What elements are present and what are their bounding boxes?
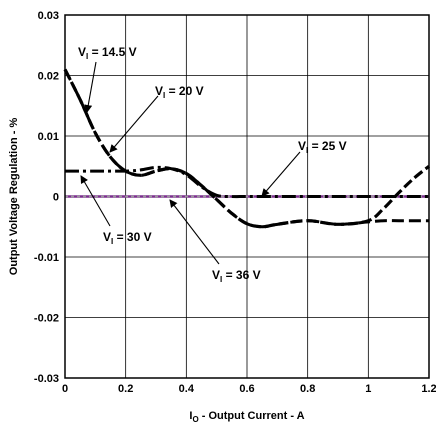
annotation-arrow [261,151,301,197]
y-tick-label: 0.01 [38,131,59,143]
x-tick-label: 0 [62,383,68,395]
annotation-arrow [84,61,97,113]
x-axis-label: IO - Output Current - A [189,410,304,424]
x-axis-label-rest: - Output Current - A [199,410,305,422]
series-line-vi-20-v [63,68,429,229]
y-tick-label: -0.01 [34,252,59,264]
x-tick-label: 1 [365,383,371,395]
x-tick-label: 0.8 [300,383,315,395]
y-axis-label: Output Voltage Regulation - % [8,118,20,276]
y-tick-label: 0 [53,192,59,204]
annotation-label: VI = 25 V [298,139,347,155]
x-axis-label-main: I [189,410,192,422]
series-line-vi-14-5-v [63,68,430,229]
x-tick-label: 1.2 [421,383,436,395]
annotation-arrow [109,95,159,153]
series-layer [63,68,430,229]
plot-frame [64,14,430,379]
tick-labels: 0 0.2 0.4 0.6 0.8 1 1.2 0.03 0.02 0.01 0 -0.01 -0.02… [34,10,436,395]
x-tick-label: 0.2 [118,383,133,395]
y-tick-label: -0.03 [34,373,59,385]
annotation-label: VI = 30 V [103,230,152,246]
annotation-label: VI = 36 V [212,268,261,284]
y-tick-label: -0.02 [34,313,59,325]
y-tick-label: 0.02 [38,71,59,83]
annotation-label: VI = 20 V [155,84,204,100]
annotation-label: VI = 14.5 V [78,45,137,61]
y-tick-label: 0.03 [38,10,59,22]
annotations: VI = 14.5 V VI = 20 V VI = 25 V VI = 30 V VI… [78,45,347,284]
annotation-arrow [169,199,220,265]
x-tick-label: 0.6 [239,383,254,395]
annotation-arrow [80,175,111,227]
x-tick-label: 0.4 [179,383,195,395]
x-axis-label-sub: O [192,415,198,424]
